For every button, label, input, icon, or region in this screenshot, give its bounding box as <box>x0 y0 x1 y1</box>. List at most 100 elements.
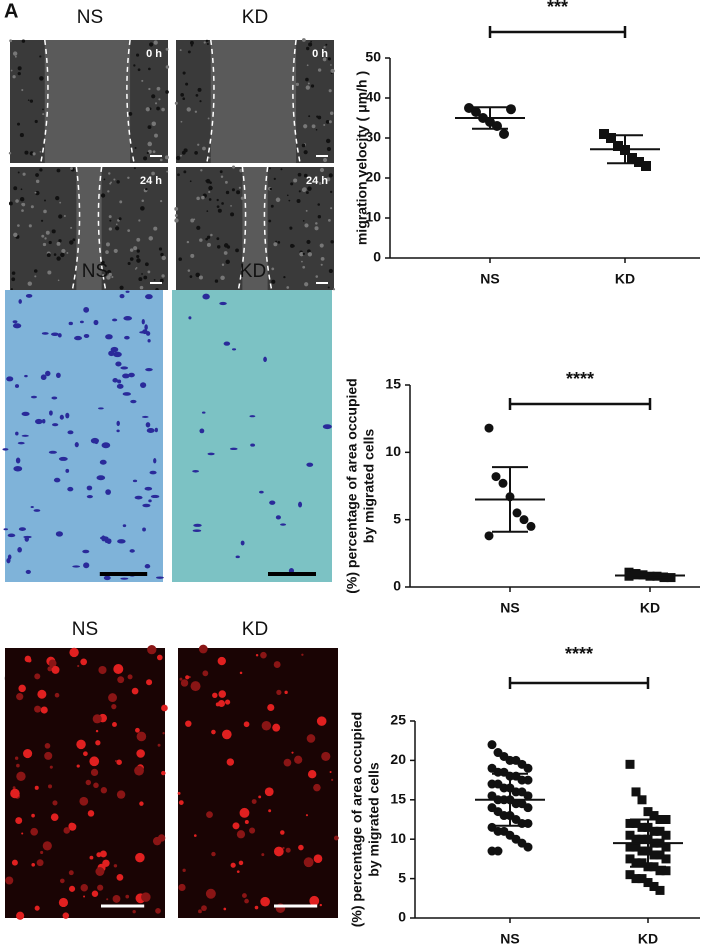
data-point <box>625 759 635 769</box>
cell <box>141 273 143 275</box>
cell <box>46 253 51 257</box>
y-tick-label: 10 <box>365 209 381 225</box>
cell <box>138 219 141 222</box>
cell <box>103 178 106 181</box>
cell <box>18 684 26 693</box>
cell <box>20 188 23 191</box>
cell <box>80 884 88 892</box>
panel-label: A <box>4 0 18 22</box>
x-tick-label: KD <box>615 271 635 287</box>
cell <box>255 654 259 657</box>
cell <box>144 262 149 267</box>
cell <box>244 819 249 824</box>
cell <box>123 316 133 321</box>
cell <box>307 249 311 253</box>
cell <box>197 143 200 146</box>
data-point <box>631 874 641 884</box>
cell <box>328 89 332 93</box>
cell <box>90 768 99 777</box>
cell <box>24 536 29 542</box>
y-tick-label: 10 <box>390 830 406 846</box>
image-bg <box>178 648 338 918</box>
cell <box>308 42 313 47</box>
cell <box>52 800 58 806</box>
cell <box>214 279 219 283</box>
y-tick-label: 25 <box>390 712 406 728</box>
cell <box>185 82 189 86</box>
cell <box>275 240 278 243</box>
cell <box>201 905 207 912</box>
cell <box>250 443 256 447</box>
cell <box>302 265 306 269</box>
cell <box>122 373 130 379</box>
data-point <box>631 842 641 852</box>
cell <box>136 258 141 263</box>
cell <box>42 108 44 111</box>
cell <box>188 316 192 320</box>
cell <box>105 489 111 495</box>
cell <box>230 862 236 868</box>
cell <box>125 894 130 899</box>
cell <box>305 814 309 817</box>
cell <box>156 654 163 661</box>
cell <box>76 764 80 768</box>
cell <box>239 671 243 675</box>
cell <box>148 42 154 47</box>
cell <box>159 278 164 283</box>
x-tick-label: KD <box>640 600 660 616</box>
cell <box>113 351 122 358</box>
cell <box>44 751 53 760</box>
cell <box>299 251 304 257</box>
cell <box>52 423 59 427</box>
cell <box>36 859 44 867</box>
cell <box>134 765 144 776</box>
cell <box>43 199 47 202</box>
cell <box>161 107 165 112</box>
cell <box>333 835 339 841</box>
cell <box>298 190 301 193</box>
cell <box>146 427 155 434</box>
cell <box>317 214 322 219</box>
cell <box>240 540 245 546</box>
cell <box>122 524 127 528</box>
cell <box>189 40 194 45</box>
cell <box>25 569 31 575</box>
cell <box>178 883 186 892</box>
cell <box>104 537 110 544</box>
significance-bar <box>488 26 627 38</box>
cell <box>95 867 105 876</box>
data-point <box>625 830 635 840</box>
cell <box>316 716 327 726</box>
cell <box>320 256 325 261</box>
cell <box>302 252 305 255</box>
cell <box>198 909 202 914</box>
data-point <box>634 157 644 167</box>
cell <box>76 739 86 750</box>
cell <box>264 787 274 797</box>
cell <box>307 252 313 257</box>
cell <box>193 218 196 221</box>
cell <box>33 509 41 512</box>
cell <box>19 133 24 138</box>
cell <box>330 64 332 66</box>
cell <box>105 250 109 254</box>
cell <box>109 182 112 185</box>
cell <box>216 205 220 209</box>
cell <box>63 214 66 217</box>
cell <box>136 749 145 758</box>
cell <box>108 227 112 231</box>
cell <box>69 240 74 245</box>
significance-bar <box>508 677 650 689</box>
cell <box>79 796 89 806</box>
cell <box>72 238 76 242</box>
cell <box>317 203 320 206</box>
cell <box>89 756 100 767</box>
micrograph <box>177 644 339 918</box>
cell <box>192 529 202 533</box>
cell <box>83 751 88 757</box>
cell <box>187 50 191 54</box>
cell <box>304 223 309 228</box>
cell <box>319 167 325 173</box>
cell <box>68 321 73 326</box>
